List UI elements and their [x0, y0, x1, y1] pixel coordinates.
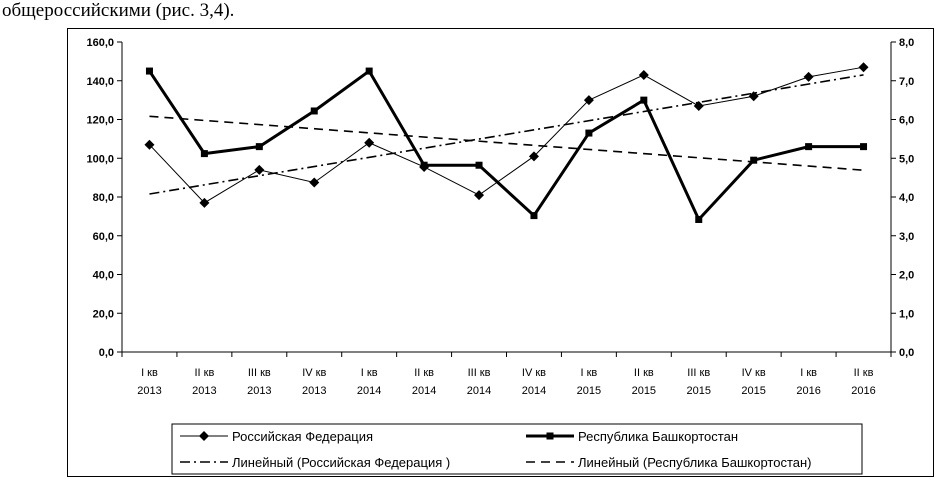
point-rf	[474, 190, 484, 200]
x-tick-label-year: 2014	[412, 385, 436, 397]
x-tick-label-year: 2013	[192, 385, 216, 397]
point-rb	[201, 150, 208, 157]
y-right-tick-label: 1,0	[899, 308, 914, 320]
point-rf	[749, 91, 759, 101]
point-rb	[311, 107, 318, 114]
y-left-tick-label: 40,0	[93, 270, 114, 282]
point-rf	[859, 62, 869, 72]
x-tick-label-year: 2014	[357, 385, 381, 397]
point-rb	[805, 143, 812, 150]
x-tick-label-year: 2016	[796, 385, 820, 397]
x-tick-label-year: 2016	[851, 385, 875, 397]
legend-label-rb: Республика Башкортостан	[578, 429, 738, 444]
legend-label-trend-rb: Линейный (Республика Башкортостан)	[578, 455, 812, 470]
x-tick-label-year: 2013	[247, 385, 271, 397]
y-right-tick-label: 5,0	[899, 153, 914, 165]
point-rb	[860, 143, 867, 150]
point-rb	[421, 162, 428, 169]
y-right-tick-label: 7,0	[899, 76, 914, 88]
point-rb	[585, 130, 592, 137]
point-rb	[695, 216, 702, 223]
legend-marker-rb	[547, 433, 554, 440]
x-tick-label-year: 2014	[467, 385, 491, 397]
x-tick-label-quarter: II кв	[854, 367, 874, 379]
y-left-tick-label: 60,0	[93, 231, 114, 243]
x-tick-label-quarter: I кв	[800, 367, 817, 379]
point-rb	[530, 212, 537, 219]
point-rb	[256, 143, 263, 150]
point-rf	[254, 165, 264, 175]
point-rb	[750, 157, 757, 164]
y-right-tick-label: 6,0	[899, 115, 914, 127]
x-tick-label-year: 2014	[522, 385, 546, 397]
y-left-tick-label: 160,0	[86, 37, 114, 49]
x-tick-label-quarter: I кв	[361, 367, 378, 379]
x-tick-label-year: 2015	[577, 385, 601, 397]
x-tick-label-quarter: III кв	[687, 367, 710, 379]
legend-label-trend-rf: Линейный (Российская Федерация )	[232, 455, 450, 470]
x-tick-label-year: 2015	[741, 385, 765, 397]
y-left-tick-label: 80,0	[93, 192, 114, 204]
x-tick-label-quarter: II кв	[414, 367, 434, 379]
y-left-tick-label: 0,0	[99, 347, 114, 359]
x-tick-label-quarter: I кв	[141, 367, 158, 379]
x-tick-label-quarter: IV кв	[742, 367, 766, 379]
y-right-tick-label: 0,0	[899, 347, 914, 359]
x-tick-label-quarter: III кв	[468, 367, 491, 379]
x-tick-label-year: 2013	[302, 385, 326, 397]
x-tick-label-quarter: III кв	[248, 367, 271, 379]
point-rb	[366, 68, 373, 75]
x-tick-label-quarter: IV кв	[522, 367, 546, 379]
x-tick-label-year: 2015	[632, 385, 656, 397]
y-right-tick-label: 4,0	[899, 192, 914, 204]
point-rb	[146, 68, 153, 75]
y-right-tick-label: 2,0	[899, 270, 914, 282]
legend-label-rf: Российская Федерация	[232, 429, 373, 444]
y-left-tick-label: 20,0	[93, 308, 114, 320]
point-rb	[476, 162, 483, 169]
y-left-tick-label: 100,0	[86, 153, 114, 165]
y-right-tick-label: 3,0	[899, 231, 914, 243]
y-right-tick-label: 8,0	[899, 37, 914, 49]
x-tick-label-quarter: I кв	[581, 367, 598, 379]
y-left-tick-label: 120,0	[86, 115, 114, 127]
point-rf	[364, 138, 374, 148]
point-rf	[804, 72, 814, 82]
x-tick-label-quarter: II кв	[194, 367, 214, 379]
point-rb	[640, 97, 647, 104]
x-tick-label-year: 2015	[687, 385, 711, 397]
x-tick-label-quarter: II кв	[634, 367, 654, 379]
x-tick-label-year: 2013	[137, 385, 161, 397]
y-left-tick-label: 140,0	[86, 76, 114, 88]
point-rf	[639, 70, 649, 80]
point-rf	[309, 177, 319, 187]
x-tick-label-quarter: IV кв	[302, 367, 326, 379]
